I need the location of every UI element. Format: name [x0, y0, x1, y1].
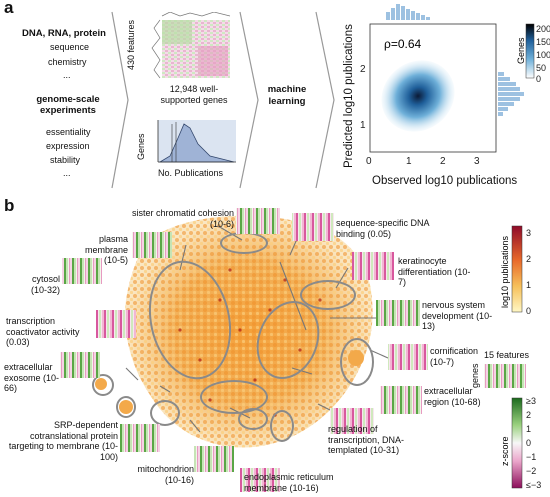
cluster-ellipse [300, 280, 356, 310]
feature-item: ... [63, 168, 71, 178]
machine-learning-label: machine learning [267, 84, 307, 107]
features-heading-2: genome-scale experiments [36, 94, 100, 116]
z-tick: ≥3 [526, 396, 536, 406]
colorbar-label: Genes [516, 37, 526, 64]
pubs-colorbar-label: log10 publications [500, 235, 510, 308]
panel-b-letter: b [4, 196, 15, 215]
flow-arrows [111, 11, 335, 189]
x-tick: 2 [440, 156, 446, 167]
feature-item: chemistry [48, 57, 87, 67]
cluster-label-dna-binding: sequence-specific DNA binding (0.05) [336, 218, 430, 239]
feature-item: stability [50, 155, 81, 165]
cluster-ellipse [238, 408, 268, 430]
y-tick: 2 [360, 64, 366, 75]
pubs-tick: 3 [526, 228, 531, 238]
pubs-tick: 0 [526, 306, 531, 316]
z-colorbar-label: z-score [500, 436, 510, 466]
feature-matrix [150, 11, 232, 80]
cluster-ellipse [116, 396, 136, 418]
cluster-label-exosome: extracellular exosome (10-66) [4, 362, 60, 393]
matrix-genes-label: 12,948 well-supported genes [160, 84, 228, 105]
y-tick: 1 [360, 120, 366, 131]
pubs-tick: 2 [526, 254, 531, 264]
publication-histogram [157, 120, 236, 163]
z-tick: −2 [526, 466, 536, 476]
cluster-ellipse [92, 374, 114, 396]
colorbar-tick: 50 [536, 63, 546, 73]
colorbar-tick: 0 [536, 74, 541, 84]
x-tick: 3 [474, 156, 480, 167]
cluster-label-transcription-regulation: regulation of transcription, DNA-templat… [328, 424, 405, 455]
z-tick: 2 [526, 410, 531, 420]
cluster-ellipse [340, 338, 374, 386]
colorbar-tick: 100 [536, 50, 550, 60]
panel-a-letter: a [4, 0, 14, 17]
cluster-label-nervous-system: nervous system development (10-13) [422, 300, 493, 331]
cluster-label-mitochondrion: mitochondrion (10-16) [137, 464, 194, 485]
histogram-xlabel: No. Publications [158, 168, 224, 178]
cluster-label-srp: SRP-dependent cotranslational protein ta… [8, 420, 118, 462]
cluster-label-cornification: cornification (10-7) [430, 346, 479, 367]
feature-item: ... [63, 70, 71, 80]
pubs-tick: 1 [526, 280, 531, 290]
x-tick: 0 [366, 156, 372, 167]
features-legend-label: 15 features [484, 350, 530, 360]
cluster-label-extracellular-region: extracellular region (10-68) [424, 386, 481, 407]
cluster-label-cytosol: cytosol (10-32) [30, 274, 60, 295]
z-tick: 0 [526, 438, 531, 448]
cluster-ellipse [150, 400, 180, 426]
feature-item: expression [46, 141, 90, 151]
colorbar-tick: 150 [536, 37, 550, 47]
scatter-xlabel: Observed log10 publications [372, 175, 518, 187]
prediction-scatter: ρ=0.64 0 1 2 3 1 2 200 150 100 50 0 Gene… [360, 4, 550, 167]
cluster-label-sister-chromatid: sister chromatid cohesion (10-6) [131, 208, 234, 229]
cluster-label-keratinocyte: keratinocyte differentiation (10-7) [398, 256, 471, 287]
rho-label: ρ=0.64 [384, 37, 422, 51]
colorbar-tick: 200 [536, 24, 550, 34]
features-heading: DNA, RNA, protein [22, 28, 106, 39]
feature-item: essentiality [46, 127, 91, 137]
cluster-label-coactivator: transcription coactivator activity (0.03… [6, 316, 80, 347]
z-score-colorbar: ≥3 2 1 0 −1 −2 ≤−3 z-score [500, 396, 541, 490]
genes-legend-label: genes [470, 363, 480, 388]
x-tick: 1 [406, 156, 412, 167]
cluster-label-er-membrane: endoplasmic reticulum membrane (10-16) [244, 472, 334, 493]
z-tick: ≤−3 [526, 480, 541, 490]
cluster-ellipse [200, 380, 268, 414]
cluster-ellipse [270, 410, 294, 442]
cluster-label-plasma-membrane: plasma membrane (10-5) [84, 234, 128, 265]
publications-colorbar: 3 2 1 0 log10 publications [500, 225, 531, 316]
z-tick: 1 [526, 424, 531, 434]
feature-item: sequence [50, 42, 90, 52]
z-tick: −1 [526, 452, 536, 462]
